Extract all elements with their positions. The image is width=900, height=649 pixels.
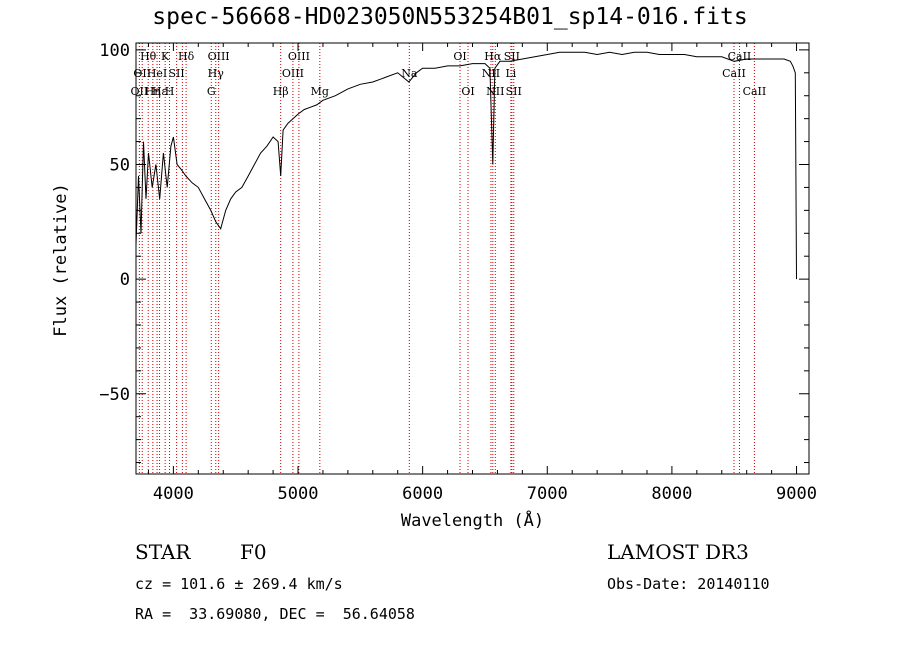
redshift-cz: cz = 101.6 ± 269.4 km/s [135,575,343,593]
line-label: Na [401,67,418,80]
axis-ticks: 4000 5000 6000 7000 8000 9000 −50 0 50 100 [99,41,817,504]
line-labels: OII OII Hθ Hη HeI Hε K H SII Hδ G Hγ OIII Hβ OIII OIII M… [131,50,767,98]
x-tick-label: 6000 [402,484,443,504]
line-label: Mg [311,85,329,98]
line-label: OII [131,85,149,98]
line-label: SII [504,50,520,63]
line-label: CaII [728,50,752,63]
line-label: NII [486,85,504,98]
line-label: G [207,85,216,98]
chart-title: spec-56668-HD023050N553254B01_sp14-016.f… [152,4,748,30]
line-label: CaII [722,67,746,80]
line-label: H [165,85,175,98]
line-label: SII [169,67,185,80]
emission-line-markers [138,43,755,474]
x-tick-label: 5000 [278,484,319,504]
spectrum-line [135,51,797,280]
object-class: STAR [135,540,191,564]
y-axis-label: Flux (relative) [51,183,71,337]
line-label: OIII [282,67,304,80]
x-tick-label: 4000 [153,484,194,504]
line-label: OIII [288,50,310,63]
line-label: CaII [743,85,767,98]
y-tick-label: 0 [120,270,130,290]
plot-frame [135,42,810,475]
line-label: OII [133,67,151,80]
line-label: OIII [208,50,230,63]
line-label: Hβ [273,85,289,98]
line-label: Hγ [208,67,225,80]
line-label: Li [505,67,516,80]
obs-date: Obs-Date: 20140110 [607,575,770,593]
x-tick-label: 9000 [776,484,817,504]
line-label: OI [453,50,466,63]
line-label: OI [461,85,474,98]
line-label: Hε [152,85,168,98]
line-label: Hθ [140,50,157,63]
line-label: K [161,50,170,63]
line-label: Hα [484,50,502,63]
line-label: NII [482,67,500,80]
x-axis-label: Wavelength (Å) [400,511,545,531]
y-tick-label: 100 [99,41,130,61]
object-subclass: F0 [240,540,267,564]
line-label: SII [506,85,522,98]
survey-name: LAMOST DR3 [607,540,749,564]
x-tick-label: 8000 [651,484,692,504]
y-tick-label: 50 [110,156,130,176]
line-label: Hδ [178,50,195,63]
line-label: HeI [147,67,167,80]
ra-dec: RA = 33.69080, DEC = 56.64058 [135,605,415,623]
line-label: Hη [145,85,161,98]
x-tick-label: 7000 [527,484,568,504]
y-tick-label: −50 [99,385,130,405]
